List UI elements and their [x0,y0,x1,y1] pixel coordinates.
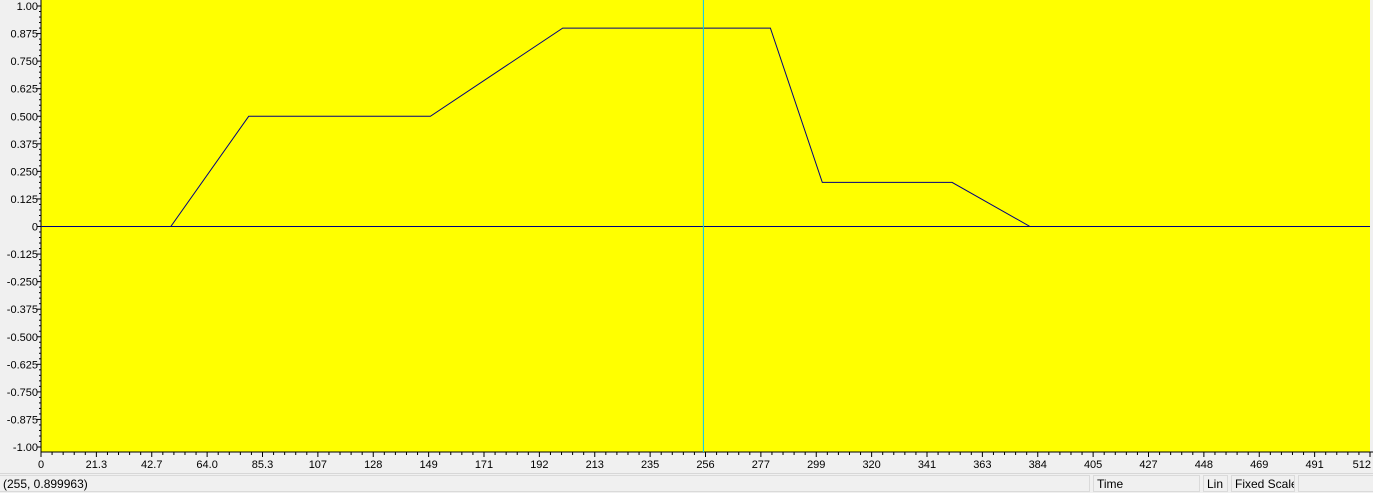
y-tick-label: 0.875 [10,29,38,41]
x-tick-label: 213 [586,459,604,471]
x-tick-label: 107 [309,459,327,471]
x-tick-label: 235 [641,459,659,471]
x-tick-label: 85.3 [252,459,273,471]
x-tick-label: 427 [1139,459,1157,471]
y-tick-label: -0.750 [7,387,38,399]
x-tick-label: 363 [973,459,991,471]
y-tick-label: 0.750 [10,56,38,68]
y-tick-label: -1.00 [13,442,38,454]
x-tick-label: 128 [364,459,382,471]
x-tick-label: 469 [1250,459,1268,471]
x-tick-label: 384 [1029,459,1047,471]
y-tick-label: 0 [32,222,38,234]
y-tick-label: 0.500 [10,111,38,123]
signal-line [41,27,1370,227]
y-tick-label: -0.375 [7,304,38,316]
x-tick-label: 192 [530,459,548,471]
y-tick-label: 0.250 [10,166,38,178]
x-tick-label: 512 [1353,459,1371,471]
y-tick-label: -0.625 [7,359,38,371]
y-tick-label: 0.625 [10,84,38,96]
y-tick-label: -0.500 [7,332,38,344]
status-extra [1298,475,1373,492]
fixed-scale-indicator[interactable]: Fixed Scale [1231,475,1295,492]
x-tick-label: 299 [807,459,825,471]
x-tick-label: 0 [38,459,44,471]
x-tick-label: 21.3 [86,459,107,471]
x-tick-label: 171 [475,459,493,471]
scale-indicator[interactable]: Lin [1203,475,1228,492]
y-tick-label: -0.875 [7,414,38,426]
x-tick-label: 149 [419,459,437,471]
x-tick-label: 277 [752,459,770,471]
series-group [41,27,1370,227]
x-tick-label: 405 [1084,459,1102,471]
status-bar: (255, 0.899963) Time Lin Fixed Scale [0,473,1373,493]
x-tick-label: 320 [862,459,880,471]
domain-indicator[interactable]: Time [1093,475,1200,492]
y-tick-label: 0.125 [10,194,38,206]
x-axis: 0 21.3 42.7 64.0 85.3 107 128 149 171 192 213 235 25… [38,451,1373,471]
y-axis: 1.00 0.875 0.750 0.625 0.500 0.375 0.250 0.125 0… [7,0,42,454]
x-tick-label: 64.0 [196,459,217,471]
y-tick-label: 0.375 [10,139,38,151]
y-tick-label: 1.00 [17,1,38,13]
x-tick-label: 448 [1195,459,1213,471]
y-tick-label: -0.250 [7,277,38,289]
x-tick-label: 341 [918,459,936,471]
x-tick-label: 256 [696,459,714,471]
x-tick-label: 491 [1305,459,1323,471]
plot-area[interactable]: 1.00 0.875 0.750 0.625 0.500 0.375 0.250 0.125 0… [0,0,1373,473]
y-tick-label: -0.125 [7,249,38,261]
x-tick-label: 42.7 [141,459,162,471]
cursor-coordinates: (255, 0.899963) [0,475,1090,492]
